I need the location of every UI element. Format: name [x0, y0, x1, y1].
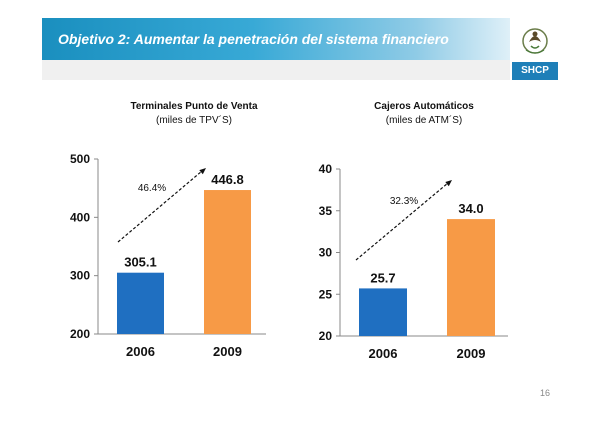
y-tick-label: 400: [70, 210, 90, 224]
growth-arrow-head-icon: [445, 180, 452, 187]
bar-value-label: 34.0: [458, 201, 483, 216]
y-tick-label: 35: [319, 204, 333, 218]
bar-value-label: 25.7: [370, 270, 395, 285]
y-tick-label: 30: [319, 246, 333, 260]
chart1-title: Terminales Punto de Venta: [130, 101, 258, 112]
x-tick-label: 2006: [369, 346, 398, 361]
y-tick-label: 300: [70, 269, 90, 283]
bar-2009: [204, 190, 251, 334]
page-title: Objetivo 2: Aumentar la penetración del …: [58, 31, 449, 47]
bar-2009: [447, 219, 495, 336]
mexican-coat-of-arms-icon: [522, 28, 548, 54]
x-tick-label: 2006: [126, 344, 155, 359]
header-subbar: [42, 60, 510, 80]
bar-2006: [117, 272, 164, 334]
chart2-subtitle: (miles de ATM´S): [385, 115, 463, 126]
y-tick-label: 40: [319, 162, 333, 176]
chart2-title: Cajeros Automáticos: [374, 101, 474, 112]
x-tick-label: 2009: [213, 344, 242, 359]
growth-arrow-line: [117, 170, 203, 243]
y-tick-label: 500: [70, 152, 90, 166]
growth-arrow-head-icon: [199, 168, 206, 175]
header-banner: [42, 18, 510, 60]
bar-value-label: 446.8: [211, 172, 244, 187]
y-tick-label: 25: [319, 287, 333, 301]
bar-value-label: 305.1: [124, 255, 157, 270]
shcp-logo: SHCP: [512, 62, 558, 80]
growth-label: 46.4%: [138, 183, 166, 194]
y-tick-label: 200: [70, 327, 90, 341]
bar-2006: [359, 288, 407, 336]
y-tick-label: 20: [319, 329, 333, 343]
growth-label: 32.3%: [390, 196, 418, 207]
x-tick-label: 2009: [457, 346, 486, 361]
chart1-subtitle: (miles de TPV´S): [156, 115, 232, 126]
growth-arrow-line: [355, 182, 449, 261]
page-number: 16: [540, 388, 551, 398]
